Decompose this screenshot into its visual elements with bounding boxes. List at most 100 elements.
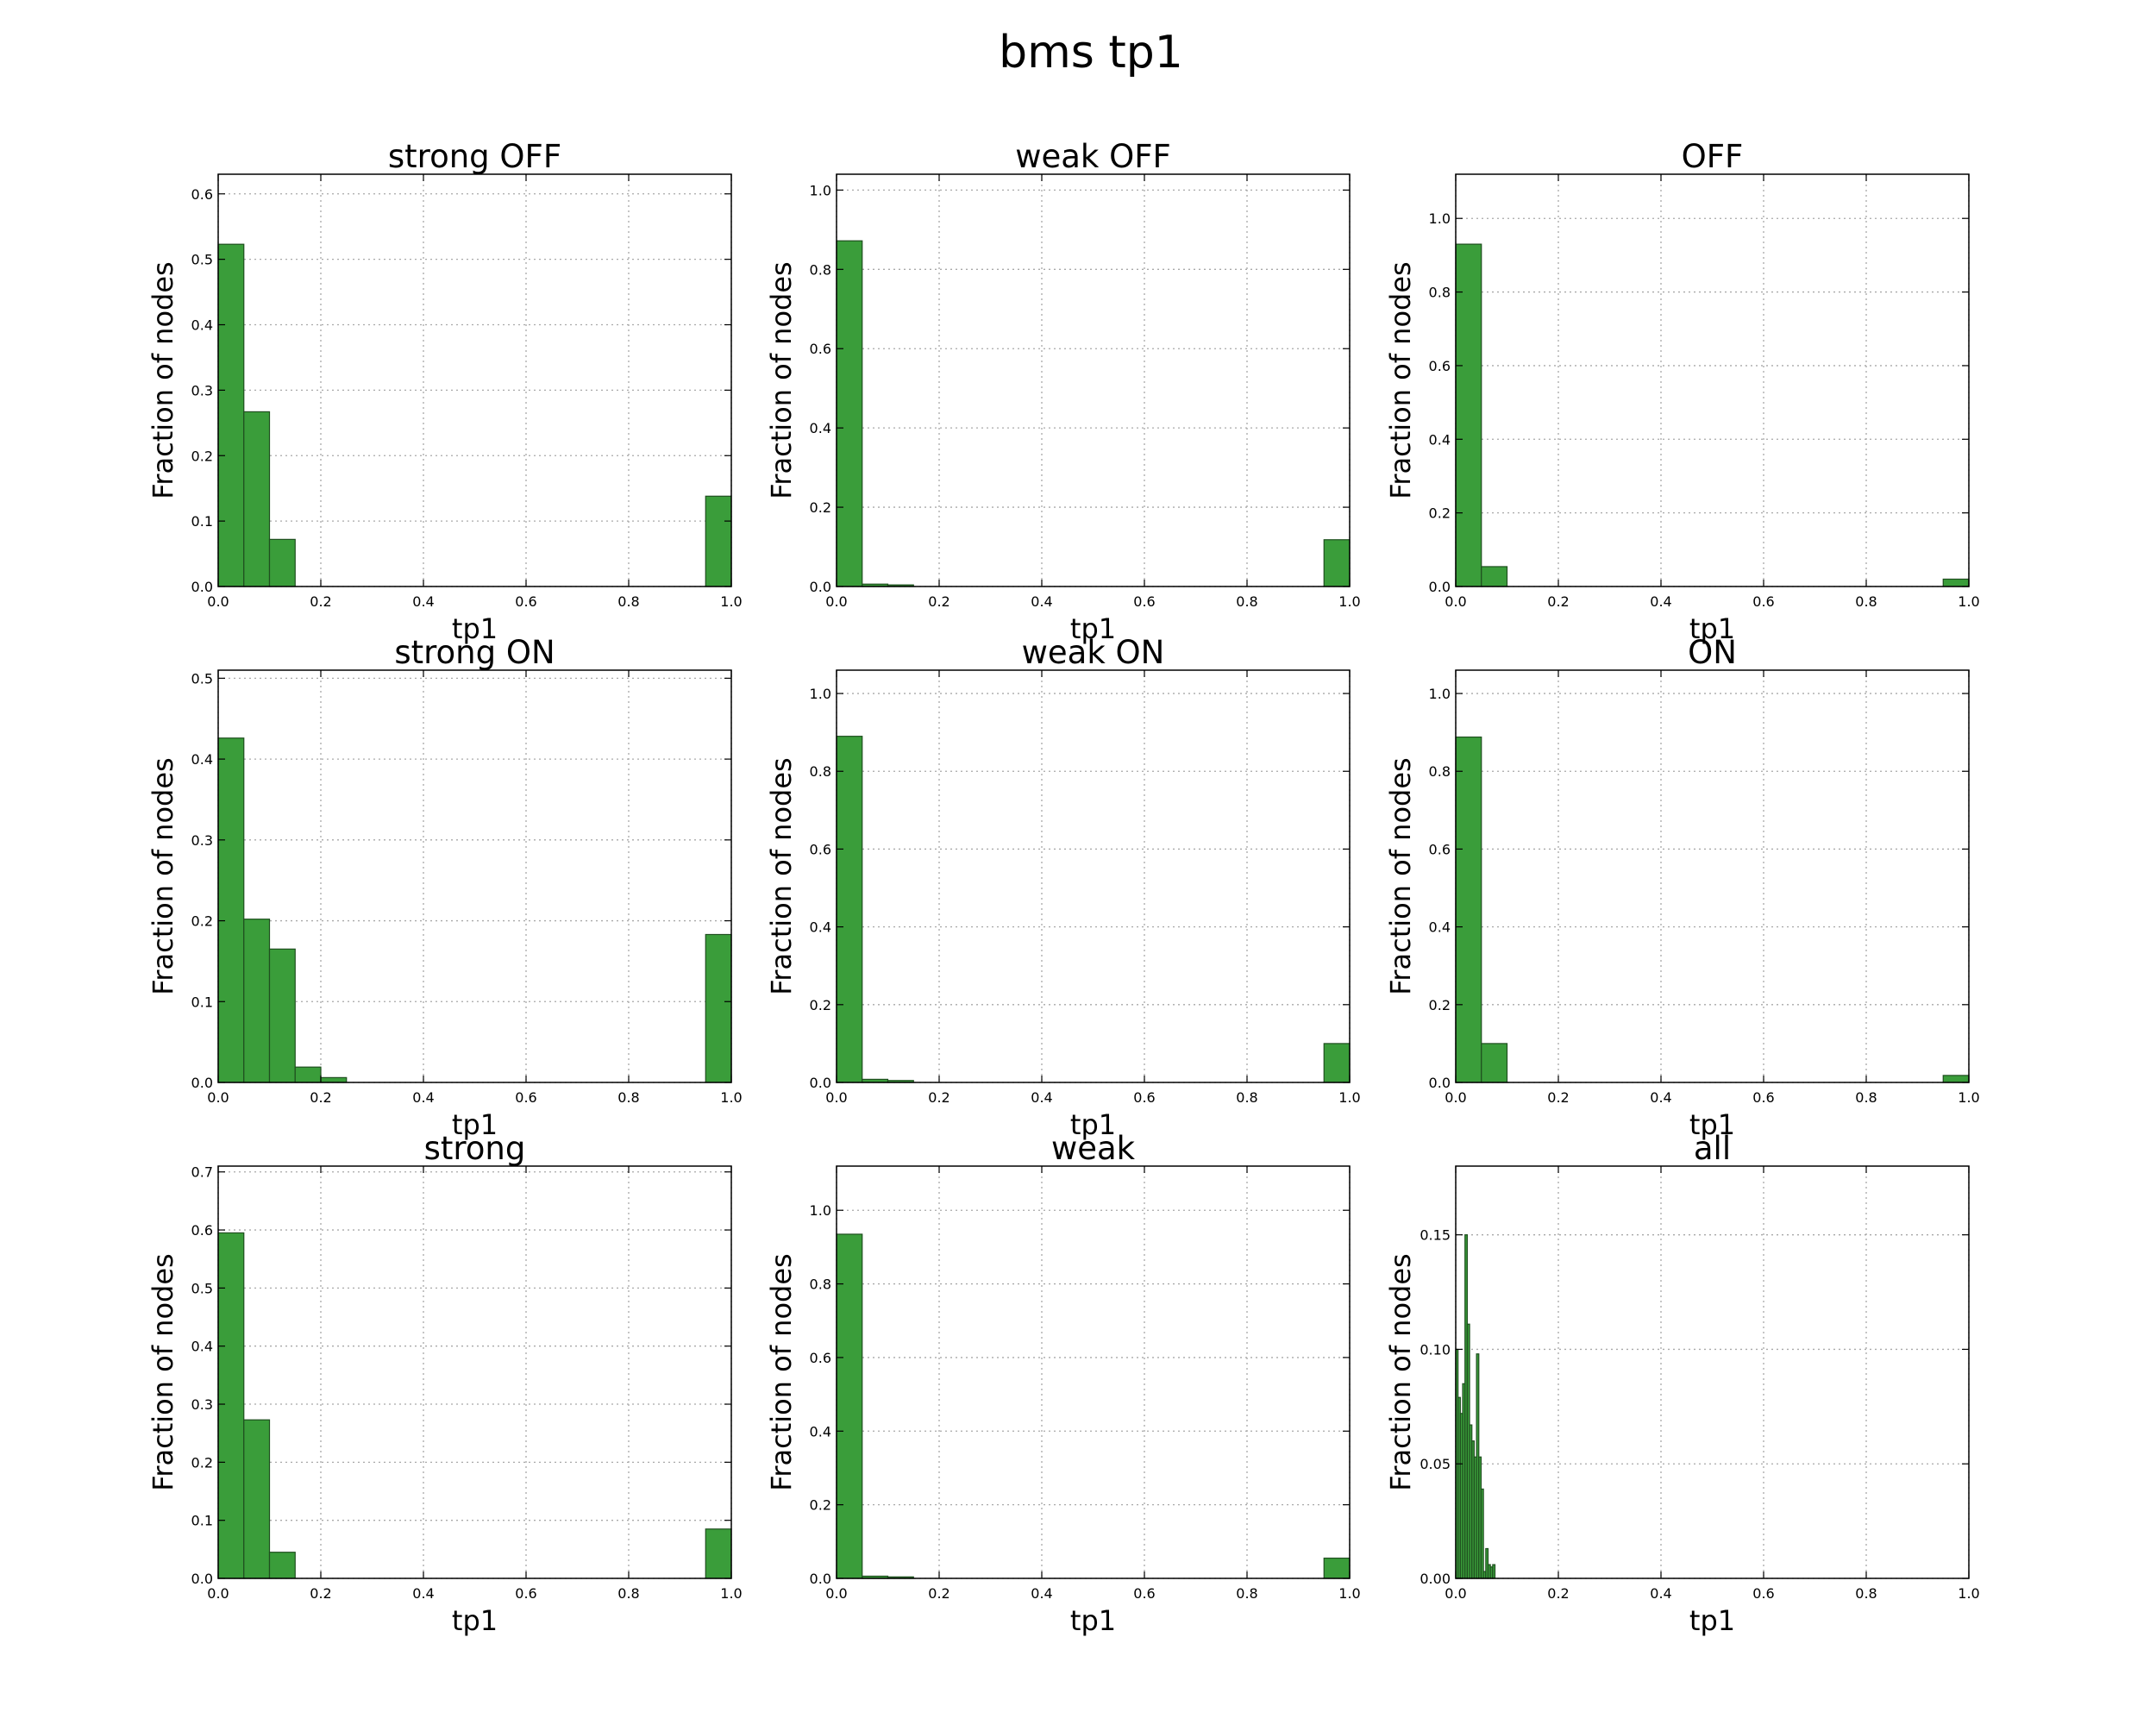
y-tick-label: 0.4 <box>191 317 213 334</box>
histogram-bar <box>1323 539 1351 587</box>
subplot-title: weak ON <box>1022 634 1165 671</box>
axes-frame <box>1455 1165 1970 1579</box>
x-axis-label: tp1 <box>1070 612 1116 645</box>
x-axis-label: tp1 <box>452 612 498 645</box>
histogram-bar <box>1481 1043 1508 1083</box>
y-tick-label: 0.6 <box>191 1222 213 1239</box>
x-tick-label: 0.6 <box>515 1585 536 1602</box>
x-tick-label: 0.8 <box>1855 1585 1877 1602</box>
y-axis-label: Fraction of nodes <box>765 757 798 994</box>
plot-area <box>218 670 731 1082</box>
y-tick-label: 0.0 <box>191 1075 213 1091</box>
x-tick-label: 0.0 <box>207 593 229 610</box>
y-tick-label: 0.2 <box>810 1497 831 1514</box>
histogram-bar <box>217 1232 245 1579</box>
histogram-bar <box>1323 1557 1351 1579</box>
axes-frame <box>836 173 1351 587</box>
histogram-bar <box>705 495 732 587</box>
y-tick-label: 0.2 <box>1429 997 1451 1013</box>
plot-area <box>1456 1166 1969 1578</box>
histogram-bar <box>243 411 271 587</box>
y-axis-label: Fraction of nodes <box>147 261 179 499</box>
histogram-bar <box>243 1419 271 1579</box>
y-tick-label: 0.6 <box>191 186 213 203</box>
x-tick-label: 0.2 <box>928 1089 950 1106</box>
subplot-title: strong <box>424 1130 526 1167</box>
histogram-bar <box>217 737 245 1083</box>
plot-area <box>218 174 731 586</box>
x-tick-label: 0.8 <box>1855 593 1877 610</box>
x-tick-label: 0.6 <box>1133 1585 1155 1602</box>
y-tick-label: 0.4 <box>191 1339 213 1355</box>
x-tick-label: 0.8 <box>1236 593 1257 610</box>
x-tick-label: 0.6 <box>1133 593 1155 610</box>
y-axis-label: Fraction of nodes <box>147 1253 179 1490</box>
histogram-bar <box>294 1066 322 1083</box>
y-tick-label: 0.6 <box>810 341 831 357</box>
x-tick-label: 0.6 <box>1133 1089 1155 1106</box>
y-tick-label: 0.0 <box>1429 1075 1451 1091</box>
y-tick-label: 0.8 <box>1429 285 1451 301</box>
y-tick-label: 0.4 <box>191 751 213 768</box>
subplot-title: strong OFF <box>388 138 561 175</box>
histogram-bar <box>1942 1075 1970 1083</box>
y-tick-label: 0.1 <box>191 994 213 1010</box>
x-axis-label: tp1 <box>1689 1604 1735 1637</box>
x-tick-label: 0.0 <box>1445 1089 1466 1106</box>
x-tick-label: 1.0 <box>720 593 742 610</box>
x-tick-label: 0.8 <box>617 593 639 610</box>
subplot-title: all <box>1694 1130 1731 1167</box>
y-tick-label: 0.5 <box>191 670 213 687</box>
histogram-bar <box>268 1552 296 1579</box>
y-tick-label: 0.2 <box>191 913 213 930</box>
plot-area <box>1456 670 1969 1082</box>
x-tick-label: 0.6 <box>1752 1585 1774 1602</box>
y-tick-label: 0.6 <box>810 1350 831 1366</box>
x-tick-label: 0.6 <box>1752 593 1774 610</box>
y-tick-label: 0.4 <box>1429 431 1451 448</box>
y-tick-label: 0.0 <box>810 1571 831 1587</box>
histogram-bar <box>1492 1564 1496 1579</box>
histogram-bar <box>1480 1488 1484 1579</box>
x-tick-label: 0.4 <box>412 593 434 610</box>
histogram-bar <box>1455 736 1482 1083</box>
x-tick-label: 0.8 <box>617 1089 639 1106</box>
x-tick-label: 0.6 <box>1752 1089 1774 1106</box>
x-axis-label: tp1 <box>1070 1108 1116 1141</box>
subplot-4: 0.0 0.2 0.4 0.6 0.8 1.0 0.0 0.2 0.4 0.6 0.8 1.0 weak… <box>765 634 1361 1141</box>
plot-area <box>837 1166 1350 1578</box>
y-tick-label: 1.0 <box>1429 210 1451 227</box>
y-tick-label: 0.4 <box>810 1423 831 1440</box>
subplot-grid: 0.0 0.2 0.4 0.6 0.8 1.0 0.0 0.1 0.2 0.3 0.4 0.5 0.6 s… <box>147 138 1980 1637</box>
subplot-0: 0.0 0.2 0.4 0.6 0.8 1.0 0.0 0.1 0.2 0.3 0.4 0.5 0.6 s… <box>147 138 743 645</box>
y-tick-label: 0.8 <box>810 261 831 278</box>
subplot-5: 0.0 0.2 0.4 0.6 0.8 1.0 0.0 0.2 0.4 0.6 0.8 1.0 ON tp… <box>1384 634 1980 1141</box>
x-axis-label: tp1 <box>1689 1108 1735 1141</box>
y-tick-label: 1.0 <box>1429 686 1451 702</box>
y-axis-label: Fraction of nodes <box>765 261 798 499</box>
y-tick-label: 0.6 <box>1429 841 1451 857</box>
y-tick-label: 0.8 <box>1429 763 1451 780</box>
subplot-title: strong ON <box>394 634 555 671</box>
y-tick-label: 0.5 <box>191 252 213 268</box>
y-tick-label: 1.0 <box>810 686 831 702</box>
x-tick-label: 0.2 <box>1547 593 1569 610</box>
y-tick-label: 0.6 <box>1429 358 1451 374</box>
x-tick-label: 1.0 <box>1338 1089 1360 1106</box>
x-tick-label: 0.4 <box>1650 593 1671 610</box>
x-tick-label: 0.0 <box>207 1585 229 1602</box>
x-tick-label: 0.4 <box>1031 1089 1052 1106</box>
x-tick-label: 0.2 <box>928 1585 950 1602</box>
x-tick-label: 0.2 <box>310 593 331 610</box>
y-tick-label: 0.2 <box>191 448 213 464</box>
y-axis-label: Fraction of nodes <box>1384 1253 1417 1490</box>
y-tick-label: 0.15 <box>1420 1227 1451 1244</box>
y-tick-label: 0.10 <box>1420 1341 1451 1358</box>
y-tick-label: 0.7 <box>191 1164 213 1181</box>
y-axis-label: Fraction of nodes <box>1384 261 1417 499</box>
y-tick-label: 0.0 <box>191 579 213 595</box>
x-axis-label: tp1 <box>452 1108 498 1141</box>
axes-frame <box>1455 669 1970 1083</box>
x-tick-label: 0.2 <box>310 1089 331 1106</box>
histogram-bar <box>1481 566 1508 587</box>
